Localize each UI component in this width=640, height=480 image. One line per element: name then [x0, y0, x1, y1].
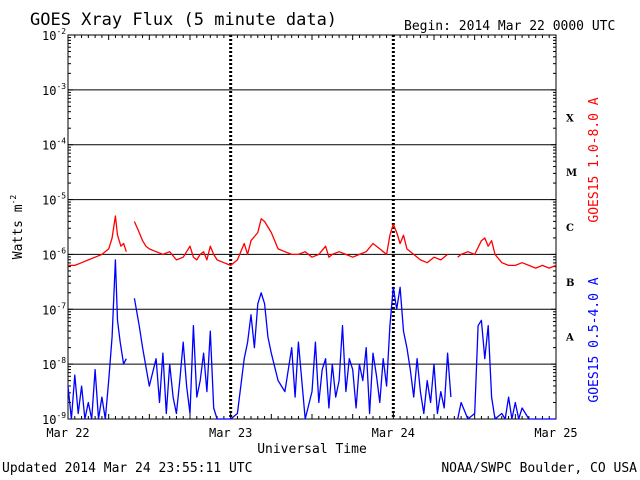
y-tick-base: 10 [42, 194, 56, 208]
chart-title: GOES Xray Flux (5 minute data) [30, 10, 337, 30]
x-tick-label: Mar 23 [209, 426, 252, 440]
y-tick-base: 10 [42, 303, 56, 317]
y-tick-label: 10-7 [42, 301, 66, 317]
grid-lines [68, 89, 556, 365]
series-line [67, 259, 127, 420]
series-line [68, 215, 127, 267]
flare-class-label: A [565, 333, 574, 344]
series-label: GOES15 1.0-8.0 A [587, 97, 602, 222]
series-line [457, 237, 557, 269]
updated-time: Updated 2014 Mar 24 23:55:11 UTC [2, 461, 252, 476]
flare-class-label: C [566, 223, 574, 234]
y-tick-exponent: -2 [56, 27, 66, 36]
y-tick-base: 10 [42, 248, 56, 262]
flare-class-label: B [566, 278, 574, 289]
y-tick-label: 10-6 [42, 246, 66, 262]
source-credit: NOAA/SWPC Boulder, CO USA [441, 461, 637, 476]
y-axis-label-exponent: -2 [9, 195, 18, 205]
y-tick-exponent: -8 [56, 356, 66, 365]
y-tick-exponent: -3 [56, 82, 66, 91]
y-tick-base: 10 [42, 413, 56, 427]
y-tick-label: 10-2 [42, 27, 66, 43]
series-line [133, 286, 452, 420]
y-axis-label-text: Watts m [11, 204, 26, 259]
series-lines [67, 215, 557, 420]
series-label: GOES15 0.5-4.0 A [587, 277, 602, 402]
flare-class-label: X [566, 113, 574, 124]
y-axis-label: Watts m-2 [9, 195, 26, 260]
y-tick-exponent: -9 [56, 411, 66, 420]
day-divider-lines [229, 35, 395, 419]
y-tick-label: 10-9 [42, 411, 66, 427]
y-tick-exponent: -5 [56, 192, 66, 201]
series-line [133, 218, 449, 267]
x-tick-label: Mar 22 [46, 426, 89, 440]
x-tick-label: Mar 24 [372, 426, 415, 440]
svg-text:Watts m-2: Watts m-2 [9, 195, 26, 260]
y-tick-base: 10 [42, 29, 56, 43]
y-tick-base: 10 [42, 139, 56, 153]
y-tick-base: 10 [42, 84, 56, 98]
y-tick-exponent: -4 [56, 137, 66, 146]
x-tick-label: Mar 25 [534, 426, 577, 440]
begin-time: Begin: 2014 Mar 22 0000 UTC [404, 19, 615, 34]
series-legend-labels: GOES15 1.0-8.0 A GOES15 0.5-4.0 A [587, 97, 602, 402]
flare-class-label: M [566, 168, 577, 179]
x-axis-label: Universal Time [257, 442, 367, 457]
flare-class-labels: A B C M X [565, 113, 577, 343]
series-label-group: GOES15 0.5-4.0 A [587, 277, 602, 402]
y-tick-exponent: -6 [56, 246, 66, 255]
series-label-group: GOES15 1.0-8.0 A [587, 97, 602, 222]
y-axis-ticks: 10-910-810-710-610-510-410-310-2 [42, 27, 556, 427]
plot-frame [67, 34, 557, 420]
series-line [457, 319, 556, 420]
y-tick-label: 10-8 [42, 356, 66, 372]
y-tick-exponent: -7 [56, 301, 66, 310]
y-tick-label: 10-5 [42, 192, 66, 208]
y-tick-base: 10 [42, 358, 56, 372]
y-tick-label: 10-3 [42, 82, 66, 98]
x-axis-ticks: Mar 22 Mar 23 Mar 24 Mar 25 [46, 35, 578, 440]
y-tick-label: 10-4 [42, 137, 66, 153]
